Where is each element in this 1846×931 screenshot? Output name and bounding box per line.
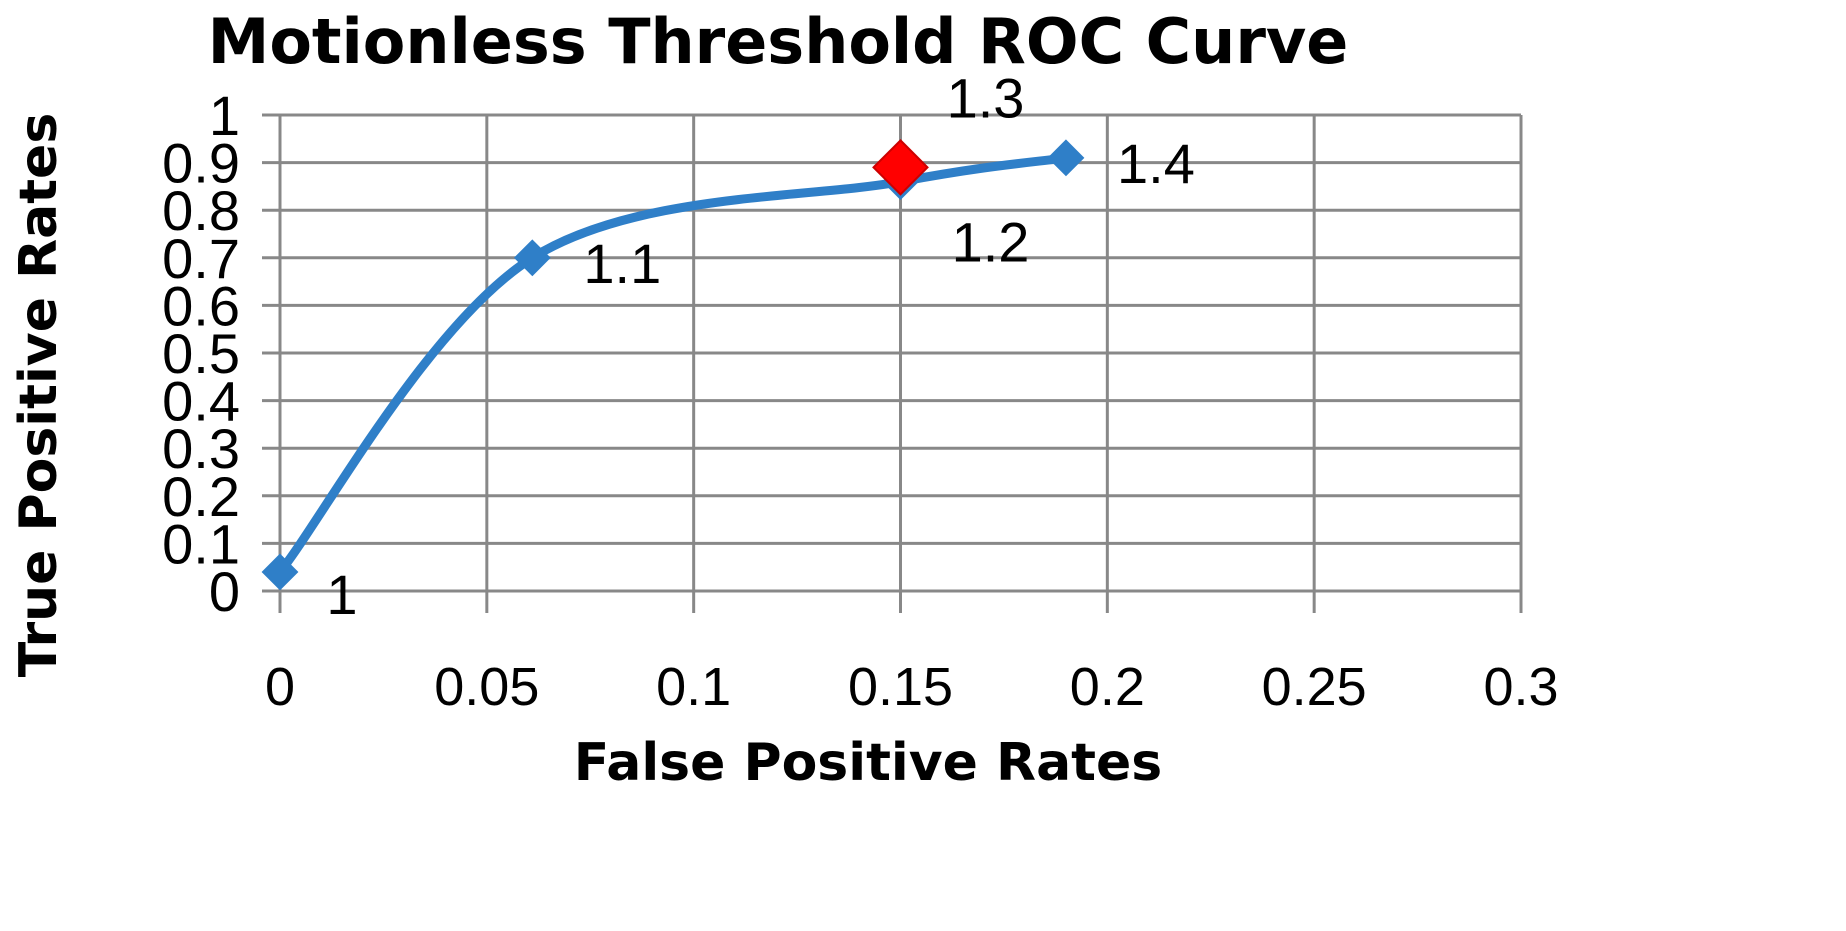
y-tick-label: 1	[209, 84, 240, 147]
y-tick-label: 0	[209, 560, 240, 623]
x-tick-label: 0.2	[1070, 657, 1145, 717]
x-tick-label: 0.15	[848, 657, 953, 717]
data-point-marker	[261, 553, 299, 591]
chart-title: Motionless Threshold ROC Curve	[208, 5, 1349, 78]
y-tick-label: 0.2	[162, 465, 240, 528]
data-point-marker	[1047, 139, 1085, 177]
point-labels: 1 1.1 1.2 1.3 1.4	[326, 66, 1194, 626]
y-tick-labels: 00.10.20.30.40.50.60.70.80.91	[162, 84, 240, 623]
y-tick-label: 0.9	[162, 132, 240, 195]
data-point-label: 1.3	[947, 66, 1025, 129]
series-markers	[261, 138, 1085, 591]
y-axis-title: True Positive Rates	[9, 113, 69, 678]
x-tick-label: 0.25	[1262, 657, 1367, 717]
y-tick-label: 0.8	[162, 179, 240, 242]
x-tick-label: 0	[265, 657, 295, 717]
y-tick-label: 0.1	[162, 512, 240, 575]
x-tick-label: 0.3	[1483, 657, 1558, 717]
series-lines	[275, 153, 1071, 577]
x-tick-labels: 0 0.05 0.1 0.15 0.2 0.25 0.3	[265, 657, 1559, 717]
data-point-label: 1.1	[583, 232, 661, 295]
data-point-label: 1.4	[1117, 132, 1195, 195]
highlight-point-marker	[872, 138, 929, 196]
y-tick-label: 0.3	[162, 417, 240, 480]
y-tick-label: 0.4	[162, 370, 240, 433]
y-tick-label: 0.7	[162, 227, 240, 290]
data-point-label: 1	[326, 563, 357, 626]
data-point-marker	[513, 239, 551, 277]
x-axis-title: False Positive Rates	[574, 733, 1162, 793]
y-tick-label: 0.5	[162, 322, 240, 385]
y-tick-label: 0.6	[162, 274, 240, 337]
data-point-label: 1.2	[952, 211, 1030, 274]
series-line	[275, 153, 1071, 577]
x-tick-label: 0.1	[656, 657, 731, 717]
x-tick-label: 0.05	[434, 657, 539, 717]
